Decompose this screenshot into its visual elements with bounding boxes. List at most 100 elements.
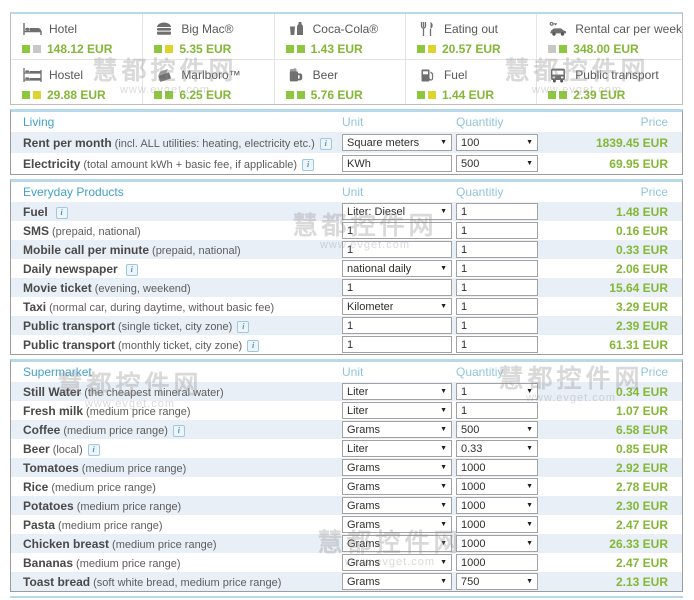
item-name: Movie ticket — [23, 280, 92, 295]
quantity-select[interactable]: 1000 ▼ — [456, 478, 538, 495]
unit-value: Grams — [347, 556, 380, 569]
quantity-select[interactable]: 0.33 ▼ — [456, 440, 538, 457]
unit-input[interactable]: 1 — [342, 222, 452, 239]
quantity-select[interactable]: 1000 ▼ — [456, 535, 538, 552]
unit-input[interactable]: 1 — [342, 241, 452, 258]
quantity-input[interactable]: 1000 — [456, 554, 538, 571]
info-icon[interactable]: i — [55, 206, 68, 219]
unit-select[interactable]: Grams ▼ — [342, 516, 452, 533]
info-icon[interactable]: i — [125, 263, 138, 276]
info-icon[interactable]: i — [302, 158, 315, 171]
unit-value: Liter — [347, 442, 369, 455]
unit-input[interactable]: 1 — [342, 317, 452, 334]
chevron-down-icon: ▼ — [440, 464, 447, 471]
quantity-select[interactable]: 1000 ▼ — [456, 497, 538, 514]
item-label-cell: SMS (prepaid, national) — [11, 224, 342, 238]
quantity-input[interactable]: 1 — [456, 241, 538, 258]
unit-select[interactable]: Grams ▼ — [342, 478, 452, 495]
unit-select[interactable]: Grams ▼ — [342, 459, 452, 476]
quantity-input[interactable]: 1 — [456, 336, 538, 353]
unit-input[interactable]: KWh — [342, 155, 452, 172]
table-row: Public transport (single ticket, city zon… — [11, 316, 682, 335]
indicator-square — [33, 91, 41, 99]
quantity-select[interactable]: 1 ▼ — [456, 383, 538, 400]
unit-cell: Square meters ▼ — [342, 134, 454, 151]
quantity-select[interactable]: 500 ▼ — [456, 421, 538, 438]
indicator-square — [165, 45, 174, 53]
item-label-cell: Fresh milk (medium price range) — [11, 404, 342, 418]
unit-select[interactable]: Square meters ▼ — [342, 134, 452, 151]
info-icon[interactable]: i — [319, 137, 332, 150]
item-name: Mobile call per minute — [23, 242, 150, 257]
item-note: (medium price range) — [51, 481, 156, 494]
unit-value: Liter: Diesel — [347, 205, 406, 218]
unit-cell: 1 — [342, 317, 454, 334]
price-value: 2.92 EUR — [615, 460, 668, 475]
chevron-down-icon: ▼ — [440, 208, 447, 215]
info-icon[interactable]: i — [87, 443, 100, 456]
quantity-cell: 1000 ▼ — [456, 497, 540, 514]
item-name: Daily newspaper — [23, 261, 118, 276]
price-value: 0.85 EUR — [615, 441, 668, 456]
unit-select[interactable]: Grams ▼ — [342, 535, 452, 552]
unit-select[interactable]: Liter ▼ — [342, 383, 452, 400]
quantity-value: 1 — [461, 385, 468, 398]
unit-input[interactable]: 1 — [342, 279, 452, 296]
indicator-square — [22, 91, 30, 99]
tile-name: Hotel — [49, 22, 78, 36]
quantity-cell: 1000 ▼ — [456, 535, 540, 552]
quantity-value: 1000 — [461, 499, 486, 512]
unit-select[interactable]: Grams ▼ — [342, 554, 452, 571]
price-tile: Coca-Cola® 1.43 EUR — [273, 14, 405, 59]
price-tile: Eating out 20.57 EUR — [404, 14, 536, 59]
tile-name: Fuel — [443, 68, 468, 82]
tile-name: Hostel — [49, 68, 84, 82]
unit-cell: Liter ▼ — [342, 402, 454, 419]
price-tile: Public transport 2.39 EUR — [536, 59, 682, 104]
tile-price: 6.25 EUR — [179, 88, 232, 102]
quantity-cell: 1 — [456, 317, 540, 334]
info-icon[interactable]: i — [247, 339, 260, 352]
unit-cell: Grams ▼ — [342, 421, 454, 438]
chevron-down-icon: ▼ — [526, 426, 533, 433]
price-value: 0.33 EUR — [615, 242, 668, 257]
info-icon[interactable]: i — [172, 424, 185, 437]
section-header: Living Unit Quantitiy Price — [11, 112, 682, 132]
unit-select[interactable]: Grams ▼ — [342, 497, 452, 514]
quantity-input[interactable]: 1 — [456, 279, 538, 296]
unit-select[interactable]: Grams ▼ — [342, 421, 452, 438]
item-note: (single ticket, city zone) — [118, 320, 233, 333]
item-name: Fresh milk — [23, 403, 84, 418]
price-tile: Marlboro™ 6.25 EUR — [142, 59, 274, 104]
quantity-select[interactable]: 100 ▼ — [456, 134, 538, 151]
unit-select[interactable]: Kilometer ▼ — [342, 298, 452, 315]
quantity-input[interactable]: 1 — [456, 260, 538, 277]
info-icon[interactable]: i — [237, 320, 250, 333]
price-value: 1.48 EUR — [615, 204, 668, 219]
quantity-input[interactable]: 1000 — [456, 459, 538, 476]
unit-select[interactable]: Liter ▼ — [342, 440, 452, 457]
unit-select[interactable]: Liter ▼ — [342, 402, 452, 419]
table-row: SMS (prepaid, national) 1 1 0.16 EUR — [11, 221, 682, 240]
quantity-value: 1 — [461, 224, 468, 237]
quantity-value: 100 — [461, 136, 480, 149]
item-label-cell: Daily newspaper i — [11, 262, 342, 276]
quantity-select[interactable]: 750 ▼ — [456, 573, 538, 590]
unit-select[interactable]: Grams ▼ — [342, 573, 452, 590]
quantity-select[interactable]: 500 ▼ — [456, 155, 538, 172]
unit-select[interactable]: Liter: Diesel ▼ — [342, 203, 452, 220]
unit-select[interactable]: national daily ▼ — [342, 260, 452, 277]
quantity-input[interactable]: 1 — [456, 203, 538, 220]
chevron-down-icon: ▼ — [440, 388, 447, 395]
price-tile: Beer 5.76 EUR — [273, 59, 405, 104]
quantity-input[interactable]: 1 — [456, 317, 538, 334]
chevron-down-icon: ▼ — [526, 445, 533, 452]
quantity-select[interactable]: 1000 ▼ — [456, 516, 538, 533]
quantity-input[interactable]: 1 — [456, 402, 538, 419]
item-label-cell: Public transport (single ticket, city zon… — [11, 319, 342, 333]
quantity-input[interactable]: 1 — [456, 298, 538, 315]
quantity-input[interactable]: 1 — [456, 222, 538, 239]
section-title: Supermarket — [23, 365, 92, 379]
unit-input[interactable]: 1 — [342, 336, 452, 353]
